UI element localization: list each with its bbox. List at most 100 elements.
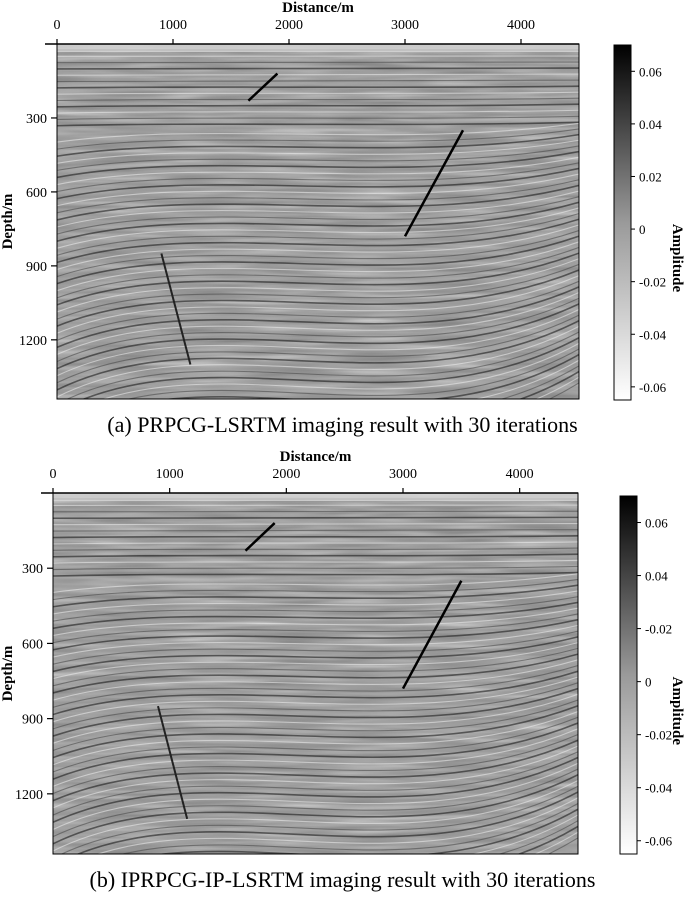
fault-line [247, 72, 279, 102]
reflector-line [57, 314, 579, 384]
colorbar-tick-label: -0.04 [645, 781, 673, 796]
y-axis-label: Depth/m [0, 645, 16, 701]
near-surface-band [53, 493, 578, 501]
reflector-line [53, 774, 578, 845]
colorbar-tick-label: 0.06 [645, 516, 668, 531]
fault-line [401, 580, 463, 690]
reflector-line [57, 297, 579, 363]
fault-line [160, 253, 192, 365]
reflector-line [53, 665, 578, 708]
reflector-line [66, 331, 579, 399]
caption-a: (a) PRPCG-LSRTM imaging result with 30 i… [107, 412, 578, 437]
reflector-line [53, 779, 578, 852]
reflector-line [57, 184, 579, 221]
x-tick-label: 2000 [275, 18, 303, 33]
reflector-line [53, 565, 578, 571]
x-axis-label: Distance/m [280, 449, 352, 465]
seismic-image-plot-b: 0 1000 2000 3000 4000 Distance/m 300 600 900 1200… [0, 449, 685, 855]
colorbar [619, 495, 638, 855]
reflector-line [82, 336, 579, 399]
reflector-line [53, 541, 578, 545]
reflector-line [102, 342, 579, 399]
reflector-line [53, 607, 578, 637]
reflector-line [53, 716, 578, 773]
reflector-line [53, 745, 578, 809]
colorbar-tick-label: -0.02 [645, 622, 672, 637]
colorbar-tick-label: 0 [645, 675, 652, 690]
reflector-line [53, 722, 578, 780]
reflector-line [53, 590, 578, 615]
reflector-line [53, 630, 578, 665]
colorbar-tick-label: 0.02 [639, 169, 662, 184]
reflector-line [57, 97, 579, 102]
reflector-line [53, 642, 578, 680]
reflector-line [57, 196, 579, 235]
reflector-line [53, 547, 578, 551]
reflector-line [53, 559, 578, 564]
panel-a: 0 1000 2000 3000 4000 Distance/m 300 600 900 1200… [0, 0, 685, 437]
reflector-line [53, 578, 578, 601]
reflector-line [53, 659, 578, 701]
x-tick-label: 1000 [159, 18, 187, 33]
reflector-line [53, 596, 578, 622]
reflector-line [57, 218, 579, 264]
reflector-line [57, 85, 579, 89]
reflector-line [57, 303, 579, 370]
reflector-line [57, 122, 579, 143]
reflector-line [57, 229, 579, 278]
reflector-line [57, 91, 579, 95]
colorbar-tick-label: 0.06 [639, 64, 662, 79]
caption-b: (b) IPRPCG-IP-LSRTM imaging result with … [89, 867, 596, 892]
reflector-line [57, 201, 579, 242]
reflector-line [57, 275, 579, 334]
reflector-line [53, 584, 578, 608]
y-tick-label: 1200 [19, 334, 47, 349]
reflector-line [53, 751, 578, 816]
x-tick-label: 0 [54, 18, 61, 33]
colorbar-tick-label: 0.04 [645, 569, 668, 584]
x-axis-label: Distance/m [282, 0, 354, 16]
y-tick-label: 900 [26, 260, 47, 275]
reflector-line [53, 653, 578, 694]
colorbar-tick-label: -0.06 [639, 380, 667, 395]
reflector-line [53, 647, 578, 687]
x-tick-label: 1000 [156, 467, 184, 482]
colorbar-tick-label: -0.04 [639, 327, 667, 342]
reflector-line [53, 699, 578, 751]
reflector-line [53, 762, 578, 830]
reflector-line [57, 292, 579, 355]
x-tick-label: 4000 [507, 18, 535, 33]
reflector-line [53, 534, 578, 539]
reflector-line [57, 308, 579, 377]
reflector-line [53, 601, 578, 630]
reflector-line [57, 190, 579, 228]
reflector-line [57, 121, 579, 127]
reflector-line [57, 207, 579, 249]
reflector-line [53, 682, 578, 730]
colorbar-tick-label: 0.04 [639, 117, 662, 132]
reflector-line [53, 618, 578, 651]
reflector-line [57, 150, 579, 179]
reflector-line [57, 103, 579, 108]
image-texture [53, 493, 578, 854]
reflector-line [53, 670, 578, 716]
colorbar-label: Amplitude [669, 677, 685, 746]
reflector-line [53, 529, 578, 532]
reflector-line [96, 797, 578, 854]
y-tick-label: 900 [22, 713, 43, 728]
reflector-line [53, 636, 578, 673]
y-tick-label: 1200 [15, 788, 43, 803]
y-axis-label: Depth/m [0, 193, 16, 249]
y-tick-label: 600 [22, 637, 43, 652]
fault-line [244, 522, 276, 552]
reflector-line [53, 687, 578, 737]
reflector-line [53, 613, 578, 644]
reflector-line [57, 156, 579, 186]
colorbar-label: Amplitude [669, 224, 685, 293]
reflector-line [471, 814, 578, 854]
x-tick-label: 3000 [391, 18, 419, 33]
reflector-line [57, 246, 579, 299]
reflector-line [126, 348, 579, 399]
reflector-line [53, 711, 578, 766]
reflector-line [57, 167, 579, 200]
